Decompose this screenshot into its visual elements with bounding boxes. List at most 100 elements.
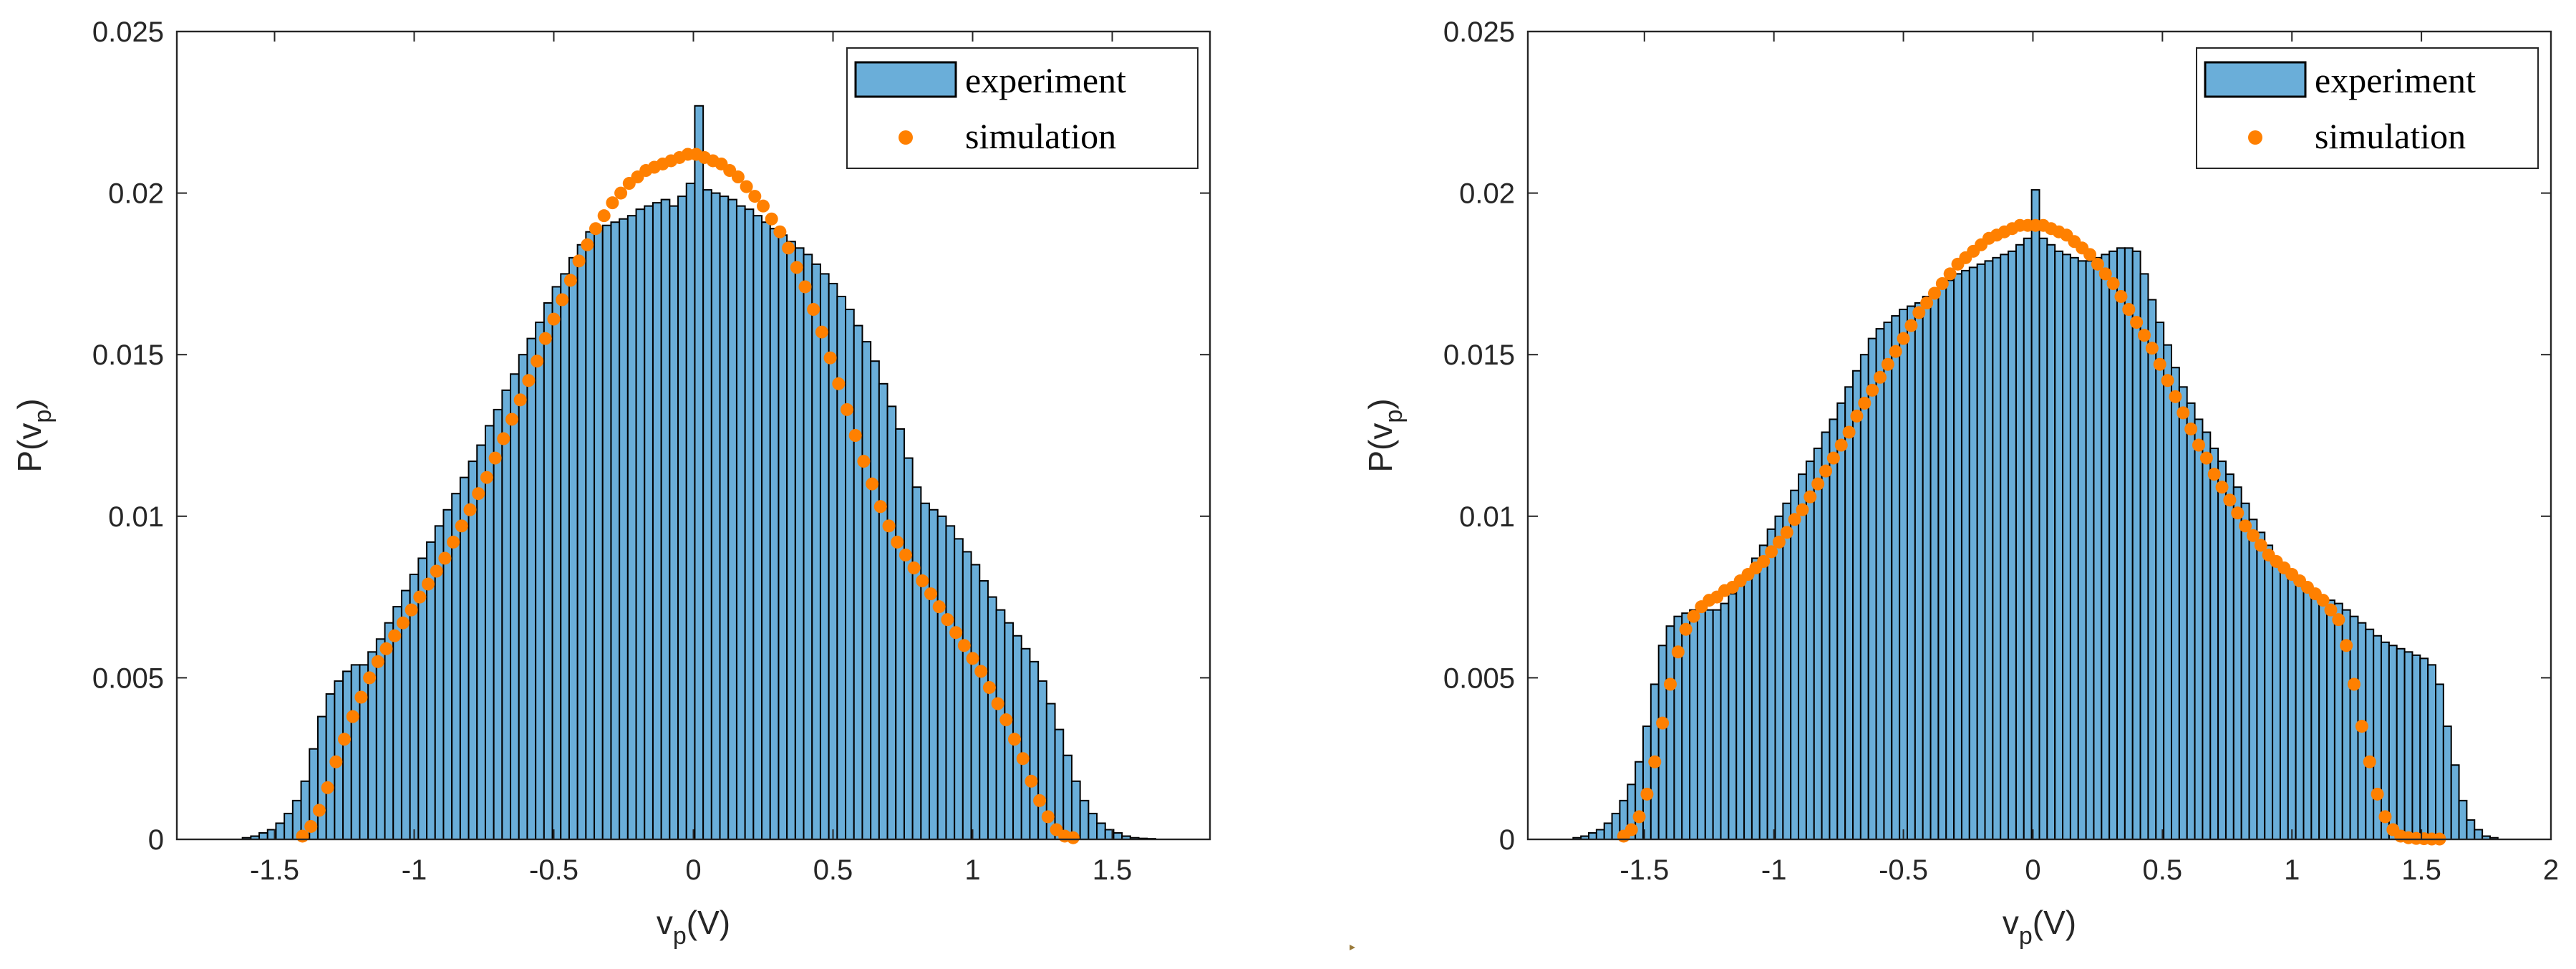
- right-simulation-point: [1671, 645, 1685, 659]
- left-y-tick-label: 0.005: [92, 662, 164, 694]
- right-histogram-bar: [2373, 635, 2383, 840]
- right-y-label-rest: ): [1362, 398, 1399, 409]
- left-histogram-bar: [1088, 812, 1098, 841]
- left-simulation-point: [497, 432, 510, 445]
- right-simulation-point: [2161, 374, 2174, 387]
- left-simulation-point: [346, 710, 359, 723]
- left-histogram-bar: [1070, 780, 1081, 841]
- right-histogram-bar: [1953, 273, 1962, 840]
- right-simulation-point: [1834, 438, 1848, 452]
- right-simulation-point: [2332, 613, 2345, 627]
- left-y-label-subscript: p: [29, 410, 57, 423]
- left-histogram-bar: [945, 525, 956, 841]
- right-histogram-bar: [2419, 657, 2429, 841]
- left-simulation-point: [841, 402, 853, 416]
- left-simulation-point: [916, 574, 929, 588]
- left-simulation-point: [296, 829, 309, 843]
- left-simulation-point: [907, 561, 921, 574]
- left-simulation-point: [966, 652, 979, 665]
- right-x-tick-label: -1.5: [1619, 854, 1669, 886]
- right-histogram-bar: [2038, 237, 2048, 840]
- right-simulation-point: [1640, 787, 1654, 801]
- left-simulation-point: [312, 804, 326, 817]
- right-simulation-point: [2215, 481, 2229, 494]
- left-histogram-bar: [560, 273, 570, 840]
- left-simulation-point: [480, 471, 493, 484]
- right-simulation-point: [2223, 493, 2237, 507]
- left-histogram-bar: [1054, 728, 1065, 841]
- right-simulation-point: [2246, 529, 2260, 542]
- right-histogram-bar: [1992, 256, 2002, 840]
- left-histogram-bar: [526, 337, 537, 840]
- right-y-tick-label: 0: [1499, 824, 1515, 856]
- right-histogram-bar: [2155, 322, 2165, 840]
- left-simulation-point: [538, 332, 552, 345]
- left-simulation-point: [807, 303, 820, 317]
- right-y-label-main: P(v: [1362, 423, 1399, 473]
- right-histogram-bar: [2062, 254, 2071, 840]
- right-y-tick-label: 0.01: [1459, 501, 1515, 533]
- right-histogram-bar: [1859, 354, 1869, 840]
- left-simulation-point: [848, 429, 862, 442]
- left-y-tick-label: 0: [148, 824, 164, 856]
- left-histogram-bar: [920, 502, 931, 840]
- left-simulation-point: [949, 626, 963, 640]
- left-histogram-bar: [811, 263, 821, 840]
- right-histogram-bar: [2295, 583, 2305, 840]
- right-simulation-point: [2153, 357, 2166, 371]
- right-histogram-bar: [1867, 337, 1877, 840]
- right-simulation-point: [1943, 267, 1957, 281]
- right-simulation-point: [2199, 451, 2213, 465]
- right-histogram-bar: [1798, 473, 1807, 840]
- right-histogram-bar: [1922, 295, 1932, 841]
- right-histogram-bar: [1712, 609, 1722, 841]
- left-histogram-bar: [962, 551, 972, 840]
- right-histogram-bar: [2326, 599, 2335, 840]
- right-histogram-bar: [2139, 273, 2149, 840]
- left-histogram-bar: [954, 538, 964, 840]
- left-simulation-point: [790, 261, 803, 274]
- right-histogram-bar: [2054, 250, 2064, 840]
- left-legend-label-simulation: simulation: [965, 116, 1116, 156]
- right-simulation-point: [2254, 539, 2267, 552]
- right-histogram-bar: [2015, 244, 2025, 841]
- right-histogram-bar: [2116, 247, 2126, 840]
- right-histogram-bar: [1595, 829, 1605, 840]
- left-legend-marker-simulation: [899, 130, 913, 145]
- left-histogram-bar: [786, 241, 796, 840]
- left-simulation-point: [413, 590, 427, 604]
- left-histogram-bar: [610, 221, 621, 840]
- right-histogram-bar: [1743, 570, 1753, 840]
- left-simulation-point: [522, 374, 536, 387]
- left-histogram-bar: [778, 234, 788, 840]
- right-simulation-point: [2207, 468, 2221, 481]
- right-simulation-point: [1765, 545, 1778, 559]
- right-simulation-point: [1850, 409, 1864, 423]
- left-x-tick-label: 1: [964, 854, 980, 886]
- left-simulation-point: [815, 325, 828, 339]
- left-histogram-bar: [635, 208, 646, 841]
- left-histogram-bar: [284, 812, 294, 841]
- right-y-tick-label: 0.025: [1443, 16, 1515, 48]
- left-histogram-bar: [861, 341, 872, 840]
- left-simulation-point: [430, 564, 443, 578]
- right-histogram-bar: [2023, 237, 2033, 840]
- right-simulation-point: [2145, 342, 2159, 355]
- right-histogram-bar: [2069, 256, 2079, 840]
- right-histogram-bar: [1813, 448, 1823, 840]
- left-histogram-bar: [1113, 831, 1123, 840]
- right-simulation-point: [2316, 594, 2330, 607]
- right-simulation-point: [1858, 396, 1872, 410]
- left-legend: experiment simulation: [846, 47, 1199, 169]
- left-simulation-point: [371, 655, 384, 668]
- right-simulation-point: [1842, 425, 1856, 439]
- left-simulation-point: [823, 351, 837, 365]
- left-y-tick-label: 0.02: [108, 178, 164, 210]
- right-histogram-bar: [2248, 519, 2258, 840]
- right-simulation-point: [2363, 755, 2376, 768]
- right-simulation-point: [2355, 720, 2368, 733]
- left-histogram-bar: [870, 360, 880, 841]
- right-histogram-bar: [2147, 299, 2157, 840]
- left-x-tick-label: -0.5: [529, 854, 578, 886]
- right-histogram-bar: [1751, 557, 1761, 841]
